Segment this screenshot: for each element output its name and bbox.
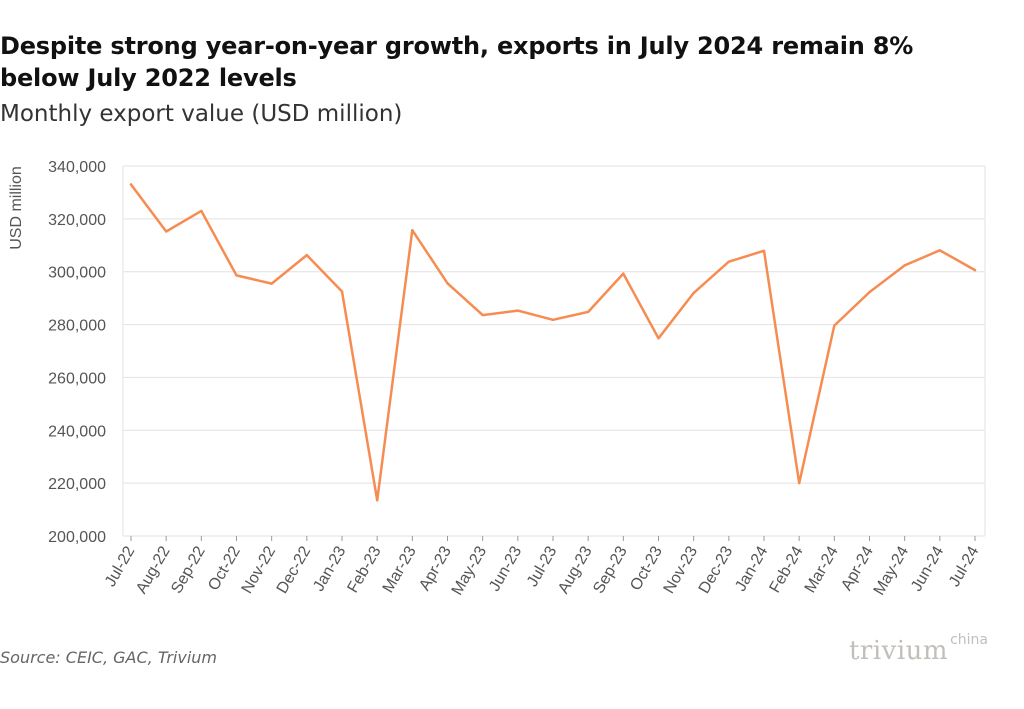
x-tick-label: Mar-23 bbox=[380, 543, 420, 595]
data-point bbox=[375, 499, 379, 502]
data-point bbox=[340, 290, 344, 293]
data-point bbox=[868, 290, 871, 294]
x-tick-label: Mar-24 bbox=[802, 543, 842, 595]
source-note: Source: CEIC, GAC, Trivium bbox=[0, 648, 218, 667]
x-tick-label: Apr-24 bbox=[838, 543, 877, 593]
data-point bbox=[586, 310, 590, 314]
data-point bbox=[200, 209, 203, 213]
y-tick-label: 200,000 bbox=[48, 529, 106, 546]
data-point bbox=[762, 249, 766, 253]
logo-wordmark: trivium bbox=[848, 636, 949, 666]
x-tick-label: Jul-23 bbox=[524, 543, 561, 589]
x-tick-label: May-24 bbox=[871, 543, 912, 598]
data-point bbox=[833, 324, 836, 327]
data-point bbox=[481, 313, 484, 317]
x-tick-label: Oct-22 bbox=[205, 543, 244, 593]
y-tick-label: 300,000 bbox=[48, 265, 106, 282]
x-axis-ticks: Jul-22Aug-22Sep-22Oct-22Nov-22Dec-22Jan-… bbox=[102, 536, 983, 598]
data-point bbox=[657, 337, 660, 340]
x-tick-label: Jan-24 bbox=[732, 543, 771, 594]
data-point bbox=[973, 268, 977, 272]
data-point bbox=[797, 481, 801, 485]
y-tick-label: 320,000 bbox=[48, 212, 106, 229]
trivium-logo: trivium china bbox=[848, 632, 988, 666]
data-point bbox=[551, 318, 555, 322]
y-tick-label: 260,000 bbox=[48, 370, 106, 387]
data-point bbox=[692, 291, 695, 295]
x-tick-label: Feb-23 bbox=[345, 543, 385, 595]
data-point bbox=[411, 229, 414, 232]
data-point bbox=[516, 309, 520, 312]
y-tick-label: 220,000 bbox=[48, 476, 106, 493]
series-line bbox=[129, 183, 977, 502]
chart-title: Despite strong year-on-year growth, expo… bbox=[0, 32, 914, 92]
data-point bbox=[727, 260, 731, 263]
data-point bbox=[270, 282, 273, 285]
x-tick-label: Jul-22 bbox=[102, 543, 139, 589]
data-point bbox=[129, 183, 133, 186]
chart-subtitle: Monthly export value (USD million) bbox=[0, 101, 403, 127]
series-layer bbox=[129, 183, 977, 502]
x-tick-label: May-23 bbox=[449, 543, 490, 598]
y-tick-label: 340,000 bbox=[48, 159, 106, 176]
y-tick-label: 280,000 bbox=[48, 318, 106, 335]
x-tick-label: Jan-23 bbox=[310, 543, 349, 594]
data-point bbox=[164, 230, 168, 233]
y-axis-ticks: 200,000 220,000 240,000 260,000 280,000 300,0… bbox=[48, 159, 106, 546]
line-chart: 200,000 220,000 240,000 260,000 280,000 300,0… bbox=[8, 159, 986, 598]
x-tick-label: Oct-23 bbox=[627, 543, 666, 593]
data-point bbox=[622, 272, 625, 275]
x-tick-label: Sep-22 bbox=[168, 543, 209, 596]
x-tick-label: Sep-23 bbox=[590, 543, 631, 596]
x-tick-label: Jun-24 bbox=[908, 543, 947, 594]
y-tick-label: 240,000 bbox=[48, 423, 106, 440]
y-axis-label: USD million bbox=[8, 166, 25, 250]
logo-superscript: china bbox=[950, 632, 988, 648]
data-point bbox=[235, 274, 238, 277]
x-tick-label: Jun-23 bbox=[486, 543, 525, 594]
data-point bbox=[446, 282, 449, 285]
data-point bbox=[903, 264, 906, 267]
x-tick-label: Apr-23 bbox=[416, 543, 455, 593]
data-point bbox=[305, 253, 309, 257]
grid-lines bbox=[122, 165, 986, 537]
data-point bbox=[938, 249, 942, 252]
x-tick-label: Jul-24 bbox=[946, 543, 983, 589]
x-tick-label: Dec-22 bbox=[274, 543, 315, 596]
x-tick-label: Dec-23 bbox=[696, 543, 737, 596]
x-tick-label: Feb-24 bbox=[767, 543, 807, 595]
